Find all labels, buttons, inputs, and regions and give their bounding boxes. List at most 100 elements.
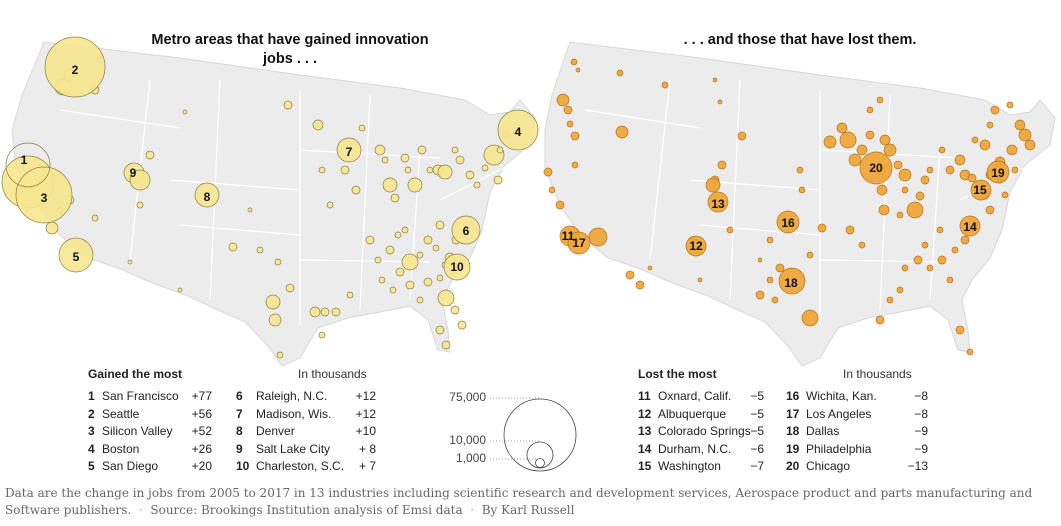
lost-row: 11 Oxnard, Calif. −5	[638, 389, 783, 406]
gain-bubble	[285, 283, 295, 293]
loss-bubble	[893, 160, 903, 170]
rank-number: 1	[88, 389, 95, 403]
metro-name: San Francisco	[102, 389, 179, 403]
map-rank-label: 3	[41, 191, 48, 205]
legend-label-1000: 1,000	[455, 451, 486, 465]
lost-unit: In thousands	[843, 367, 912, 381]
loss-bubble	[757, 257, 763, 263]
map-rank-label: 18	[784, 276, 798, 290]
job-change-value: +10	[355, 424, 376, 438]
loss-bubble	[906, 201, 924, 219]
metro-name: Oxnard, Calif.	[658, 389, 732, 403]
lost-map	[544, 41, 1056, 367]
gain-bubble	[394, 231, 402, 239]
legend-label-10000: 10,000	[449, 433, 486, 447]
gain-bubble	[436, 274, 444, 282]
legend-label-75000: 75,000	[449, 390, 486, 404]
loss-bubble	[570, 58, 578, 66]
metro-name: Wichita, Kan.	[806, 389, 877, 403]
gained-row: 8 Denver +10	[236, 424, 381, 441]
gain-bubble	[455, 155, 465, 165]
loss-bubble	[883, 143, 897, 157]
gained-row: 4 Boston +26	[88, 442, 233, 459]
loss-bubble	[555, 200, 565, 210]
loss-bubble	[845, 225, 855, 235]
source-text: Source: Brookings Institution analysis o…	[150, 503, 463, 517]
map-rank-label: 2	[72, 63, 79, 77]
gain-bubble	[365, 235, 375, 245]
gain-bubble	[432, 244, 440, 252]
gain-labeled-bubble	[15, 166, 73, 224]
rank-number: 7	[236, 406, 243, 421]
gain-bubble	[374, 144, 386, 156]
loss-bubble	[697, 277, 703, 283]
loss-labeled-bubbles: 11 12 13 14 15 16 17 18 19 20	[559, 151, 1010, 295]
gain-bubble	[395, 267, 405, 277]
loss-bubble	[726, 226, 734, 234]
gain-labeled-bubble	[336, 137, 362, 163]
loss-bubble	[839, 131, 857, 149]
gain-bubble	[283, 100, 293, 110]
loss-bubble	[938, 146, 946, 154]
metro-name: Washington	[658, 459, 721, 473]
footnote-text: Data are the change in jobs from 2005 to…	[5, 486, 1033, 517]
loss-bubble	[915, 191, 925, 201]
gain-bubble	[256, 246, 264, 254]
loss-bubble	[737, 131, 747, 141]
loss-bubble	[1006, 101, 1014, 109]
gain-bubble	[268, 313, 282, 327]
loss-bubble	[876, 96, 884, 104]
map-rank-label: 9	[130, 166, 137, 180]
loss-bubble	[926, 264, 934, 272]
gained-row: 3 Silicon Valley +52	[88, 424, 233, 441]
gain-bubble	[423, 235, 433, 245]
gain-labeled-bubble	[497, 109, 539, 151]
gain-bubble	[437, 164, 453, 180]
loss-labeled-bubble	[567, 231, 591, 255]
gain-bubble	[136, 201, 144, 209]
metro-name: Los Angeles	[806, 406, 872, 421]
gain-bubble	[351, 185, 361, 195]
gain-labeled-bubble	[194, 182, 220, 208]
metro-name: Raleigh, N.C.	[256, 389, 328, 403]
loss-bubble	[878, 204, 890, 216]
lost-row: 15 Washington −7	[638, 459, 783, 476]
lost-row: 12 Albuquerque −5	[638, 407, 783, 424]
gain-bubble	[318, 166, 326, 174]
rank-number: 19	[786, 441, 800, 456]
gain-bubble	[435, 325, 445, 335]
gain-bubble	[91, 214, 99, 222]
loss-bubble	[920, 175, 930, 185]
gain-bubble	[45, 221, 59, 235]
loss-bubble	[556, 93, 570, 107]
gain-bubble	[228, 242, 238, 252]
rank-number: 8	[236, 424, 243, 438]
map-rank-label: 14	[963, 220, 977, 234]
gain-bubbles	[45, 56, 509, 359]
loss-bubble	[566, 120, 574, 128]
job-change-value: −5	[750, 406, 764, 421]
metro-name: Madison, Wis.	[256, 406, 332, 421]
job-change-value: −13	[907, 459, 928, 473]
loss-bubble	[647, 265, 653, 271]
gain-bubble	[127, 259, 133, 265]
rank-number: 11	[638, 389, 651, 403]
lost-row: 16 Wichita, Kan. −8	[786, 389, 931, 406]
rank-number: 16	[786, 389, 800, 403]
loss-bubble	[836, 122, 848, 134]
gain-bubble	[451, 146, 459, 154]
job-change-value: −9	[914, 441, 928, 456]
lost-heading: Lost the most	[638, 367, 717, 381]
lost-row: 13 Colorado Springs −5	[638, 424, 783, 441]
loss-bubble	[876, 184, 888, 196]
loss-bubble	[717, 160, 727, 170]
gain-bubble	[423, 277, 433, 287]
gain-labeled-bubble	[58, 237, 94, 273]
loss-bubble	[936, 226, 944, 234]
metro-name: Durham, N.C.	[658, 441, 732, 456]
us-land-right	[544, 41, 1056, 367]
gain-bubble	[247, 207, 253, 213]
loss-bubble	[967, 173, 977, 183]
separator-dot: ·	[135, 503, 147, 517]
job-change-value: +12	[355, 389, 376, 403]
